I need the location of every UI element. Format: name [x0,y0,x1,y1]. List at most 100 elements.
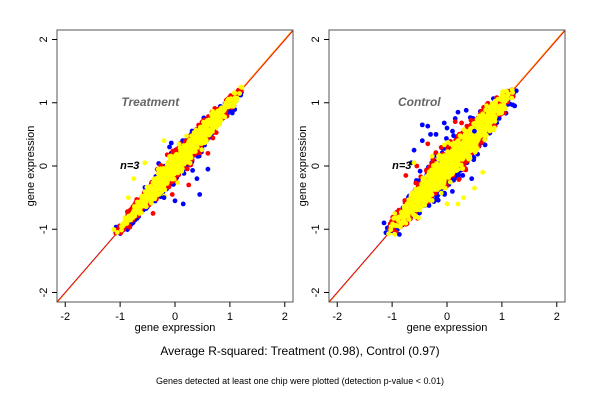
data-point-chip-pair-3 [148,185,154,191]
data-point-chip-pair-1 [451,133,456,139]
outlier-point-yellow [142,160,148,166]
data-point-chip-pair-3 [484,103,489,109]
data-point-chip-pair-3 [175,180,181,186]
data-point-chip-pair-3 [209,127,214,133]
data-point-chip-pair-3 [205,127,211,133]
data-point-chip-pair-3 [438,190,444,196]
y-tick-label: -2 [38,288,50,298]
data-point-chip-pair-3 [214,121,220,126]
data-point-chip-pair-3 [182,151,188,157]
data-point-chip-pair-3 [157,191,162,197]
data-point-chip-pair-3 [232,90,238,96]
y-tick-label: 1 [38,100,50,106]
data-point-chip-pair-3 [201,127,207,133]
data-point-chip-pair-2 [459,120,464,126]
data-point-chip-pair-3 [509,95,515,101]
data-point-chip-pair-3 [189,141,195,147]
data-point-chip-pair-3 [474,147,479,153]
data-point-chip-pair-3 [169,175,175,180]
data-point-chip-pair-3 [193,144,199,150]
data-point-chip-pair-3 [181,161,187,167]
data-point-chip-pair-2 [464,123,470,129]
data-point-chip-pair-1 [450,189,455,194]
data-point-chip-pair-2 [184,166,190,172]
data-point-chip-pair-3 [140,198,146,204]
data-point-chip-pair-3 [168,156,174,162]
data-point-chip-pair-3 [159,179,164,185]
outlier-point-blue [197,192,203,197]
outlier-point-blue [194,176,200,182]
data-point-chip-pair-3 [161,166,167,171]
data-point-chip-pair-3 [214,125,219,130]
outlier-point-blue [161,195,167,201]
outlier-point-red [169,192,175,197]
data-point-chip-pair-3 [227,97,233,102]
data-point-chip-pair-3 [199,147,205,153]
data-point-chip-pair-3 [119,227,124,233]
outlier-point-yellow [131,176,137,182]
data-point-chip-pair-3 [182,147,188,152]
data-point-chip-pair-2 [433,150,439,156]
data-point-chip-pair-2 [158,163,164,168]
x-tick-label: 1 [227,311,233,323]
x-axis-label: gene expression [135,322,216,334]
data-point-chip-pair-3 [204,138,209,144]
y-tick-label: 0 [38,163,50,169]
data-point-chip-pair-3 [191,135,196,141]
data-point-chip-pair-3 [176,141,182,147]
data-point-chip-pair-1 [417,168,423,174]
data-point-chip-pair-3 [126,213,131,219]
data-point-chip-pair-3 [139,194,145,200]
data-point-chip-pair-3 [392,231,398,237]
plot-area [57,30,293,302]
outlier-point-yellow [161,138,167,144]
data-point-chip-pair-2 [468,117,474,123]
data-point-chip-pair-3 [132,204,137,209]
data-point-chip-pair-1 [426,203,432,208]
data-point-chip-pair-3 [145,188,151,194]
data-point-chip-pair-3 [134,207,140,213]
data-point-chip-pair-3 [237,91,243,96]
data-point-chip-pair-3 [119,223,124,229]
outlier-point-yellow [125,195,131,201]
data-point-chip-pair-3 [233,98,239,104]
data-point-chip-pair-3 [212,114,218,120]
data-point-chip-pair-3 [154,183,160,189]
data-point-chip-pair-3 [184,133,190,139]
data-point-chip-pair-3 [392,211,398,217]
y-axis-label: gene expression [25,126,37,207]
data-point-chip-pair-1 [471,155,477,161]
data-point-chip-pair-3 [183,157,188,163]
outlier-point-red [186,182,192,188]
data-point-chip-pair-3 [397,224,403,230]
x-tick-label: -2 [60,311,70,323]
data-point-chip-pair-3 [500,89,505,95]
panel-title: Treatment [121,95,180,109]
data-point-chip-pair-1 [444,136,449,141]
x-tick-label: -1 [115,311,125,323]
data-point-chip-pair-3 [195,133,201,139]
data-point-chip-pair-1 [381,220,387,226]
x-tick-label: 0 [172,311,178,323]
data-point-chip-pair-3 [192,139,198,145]
outlier-point-blue [172,198,178,204]
data-point-chip-pair-3 [429,153,435,159]
data-point-chip-pair-2 [125,209,130,215]
data-point-chip-pair-3 [114,230,120,235]
y-tick-label: 2 [38,36,50,42]
data-point-chip-pair-3 [386,231,391,237]
data-point-chip-pair-1 [455,172,461,178]
data-point-chip-pair-2 [210,135,216,141]
data-point-chip-pair-2 [413,180,419,186]
outlier-point-blue [180,201,186,207]
outlier-point-blue [167,144,172,150]
data-point-chip-pair-3 [238,84,244,90]
data-point-chip-pair-3 [217,109,223,115]
data-point-chip-pair-3 [204,118,210,123]
data-point-chip-pair-2 [456,177,462,182]
plot-area [329,30,565,302]
sample-count-label: n=3 [120,160,139,172]
